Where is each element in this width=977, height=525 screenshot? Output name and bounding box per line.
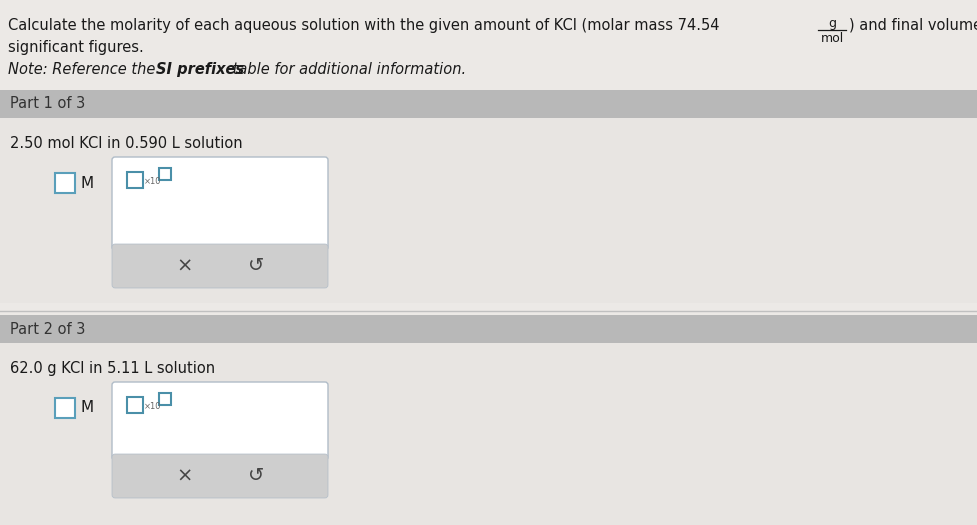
Text: Note: Reference the: Note: Reference the: [8, 62, 160, 77]
FancyBboxPatch shape: [112, 382, 328, 460]
Text: Part 1 of 3: Part 1 of 3: [10, 97, 85, 111]
Text: SI prefixes: SI prefixes: [156, 62, 244, 77]
FancyBboxPatch shape: [112, 157, 328, 250]
Text: ×: ×: [176, 467, 192, 486]
Text: mol: mol: [821, 32, 843, 45]
Text: M: M: [80, 401, 93, 415]
Bar: [127, 397, 143, 413]
FancyBboxPatch shape: [112, 454, 328, 498]
Text: g: g: [828, 17, 836, 30]
Text: 62.0 g KCl in 5.11 L solution: 62.0 g KCl in 5.11 L solution: [10, 361, 215, 376]
FancyBboxPatch shape: [112, 244, 328, 288]
Text: ↺: ↺: [247, 257, 264, 276]
Text: ×: ×: [176, 257, 192, 276]
Text: M: M: [80, 175, 93, 191]
Bar: [0, 343, 977, 525]
Text: significant figures.: significant figures.: [8, 40, 144, 55]
Bar: [0, 90, 977, 118]
Bar: [127, 172, 143, 188]
Text: table for additional information.: table for additional information.: [228, 62, 466, 77]
Text: Calculate the molarity of each aqueous solution with the given amount of KCl (mo: Calculate the molarity of each aqueous s…: [8, 18, 724, 33]
Bar: [159, 168, 171, 180]
Bar: [55, 173, 75, 193]
Bar: [0, 118, 977, 303]
Text: Part 2 of 3: Part 2 of 3: [10, 321, 85, 337]
Bar: [55, 398, 75, 418]
Text: ) and final volume. Round each of your answers to 3: ) and final volume. Round each of your a…: [849, 18, 977, 33]
Bar: [159, 393, 171, 405]
Text: 2.50 mol KCl in 0.590 L solution: 2.50 mol KCl in 0.590 L solution: [10, 136, 242, 151]
Text: ×10: ×10: [144, 177, 161, 186]
Text: ×10: ×10: [144, 402, 161, 411]
Text: ↺: ↺: [247, 467, 264, 486]
Bar: [0, 315, 977, 343]
